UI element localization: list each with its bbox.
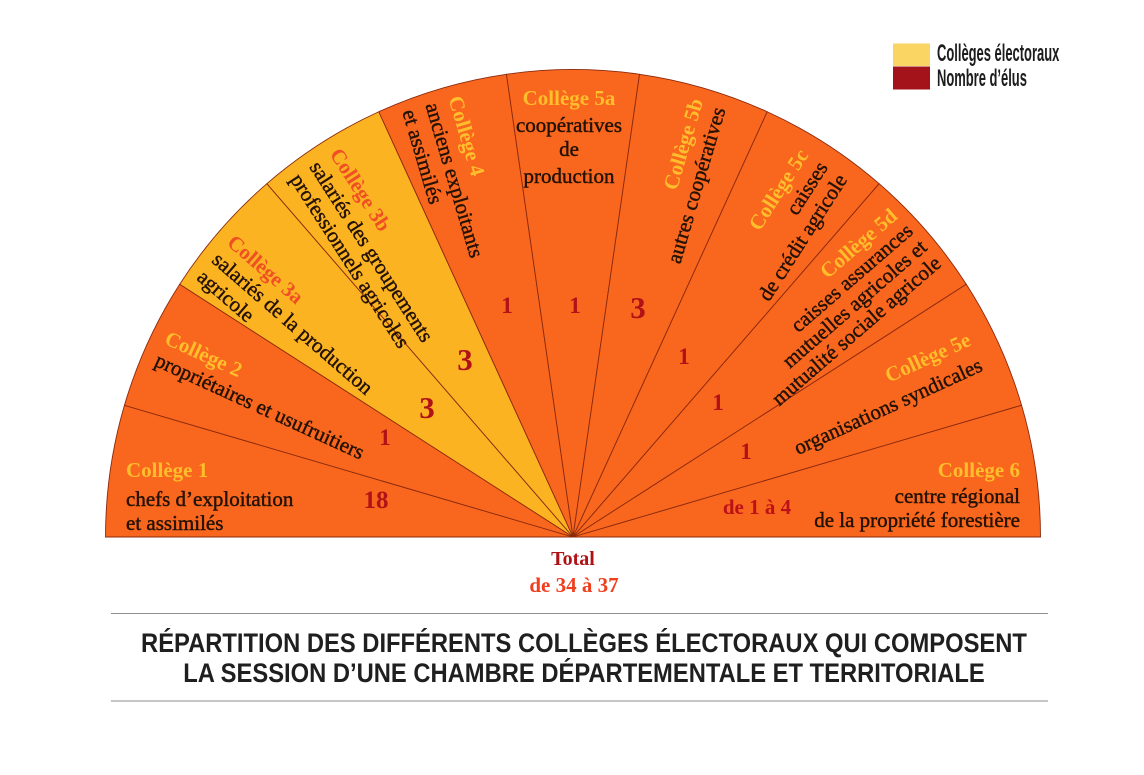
svg-text:3: 3 — [457, 342, 473, 377]
svg-text:1: 1 — [569, 293, 581, 318]
svg-text:chefs d’exploitation: chefs d’exploitation — [126, 487, 294, 511]
svg-text:production: production — [524, 164, 615, 188]
svg-text:de 34 à 37: de 34 à 37 — [529, 573, 618, 597]
svg-text:de 1 à 4: de 1 à 4 — [723, 495, 792, 519]
svg-text:et assimilés: et assimilés — [126, 511, 223, 535]
svg-text:18: 18 — [364, 487, 389, 514]
svg-text:de la propriété forestière: de la propriété forestière — [814, 508, 1020, 532]
svg-text:Nombre d’élus: Nombre d’élus — [937, 66, 1027, 92]
svg-text:de: de — [559, 137, 579, 161]
svg-text:1: 1 — [678, 344, 690, 369]
svg-text:Total: Total — [551, 548, 595, 570]
svg-text:1: 1 — [501, 293, 513, 318]
svg-text:1: 1 — [712, 390, 724, 415]
svg-text:3: 3 — [630, 290, 646, 325]
svg-text:LA SESSION D’UNE CHAMBRE DÉPAR: LA SESSION D’UNE CHAMBRE DÉPARTEMENTALE … — [183, 658, 984, 689]
svg-text:Collèges électoraux: Collèges électoraux — [937, 41, 1060, 67]
svg-text:3: 3 — [419, 390, 435, 425]
svg-text:coopératives: coopératives — [516, 113, 622, 137]
svg-text:Collège 1: Collège 1 — [126, 458, 208, 482]
svg-text:centre régional: centre régional — [895, 484, 1021, 508]
svg-text:Collège 5a: Collège 5a — [523, 86, 616, 110]
svg-text:RÉPARTITION DES DIFFÉRENTS COL: RÉPARTITION DES DIFFÉRENTS COLLÈGES ÉLEC… — [141, 628, 1027, 659]
svg-text:Collège 6: Collège 6 — [938, 458, 1020, 482]
svg-text:1: 1 — [379, 425, 391, 450]
svg-text:1: 1 — [740, 439, 752, 464]
